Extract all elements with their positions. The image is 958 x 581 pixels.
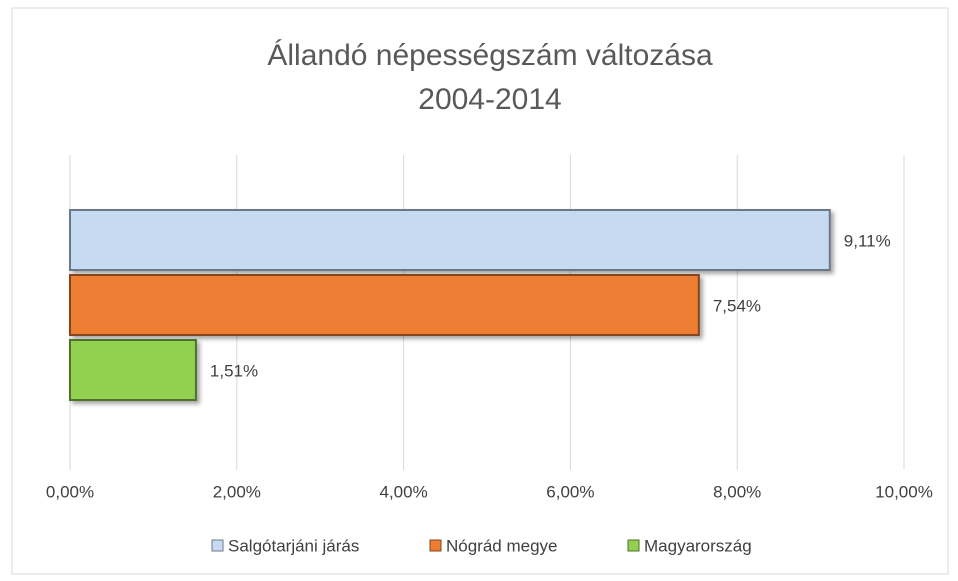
x-tick-label: 2,00% (213, 482, 261, 501)
bar (69, 274, 700, 336)
chart-subtitle: 2004-2014 (418, 83, 561, 116)
x-tick-label: 4,00% (379, 482, 427, 501)
x-tick-label: 8,00% (713, 482, 761, 501)
data-label: 9,11% (844, 231, 891, 250)
chart-title: Állandó népességszám változása (267, 39, 713, 72)
legend-swatch (429, 539, 442, 552)
x-tick-label: 0,00% (46, 482, 94, 501)
data-label: 7,54% (713, 296, 761, 315)
x-tick-label: 10,00% (875, 482, 933, 501)
legend-label: Salgótarjáni járás (228, 536, 359, 555)
legend-swatch (211, 539, 224, 552)
x-tick-label: 6,00% (546, 482, 594, 501)
legend-label: Magyarország (644, 536, 752, 555)
legend-label: Nógrád megye (446, 536, 558, 555)
bar (69, 339, 197, 401)
legend-swatch (627, 539, 640, 552)
data-label: 1,51% (210, 361, 258, 380)
bar (69, 209, 831, 271)
